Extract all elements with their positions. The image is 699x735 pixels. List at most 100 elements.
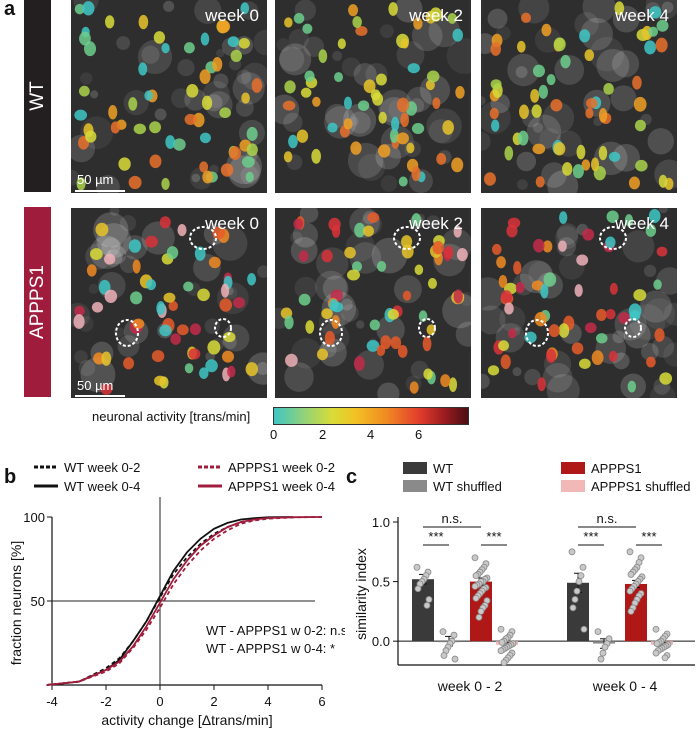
neuron-cell (285, 353, 298, 367)
significance-label: *** (641, 529, 656, 544)
neuron-cell (411, 123, 425, 134)
data-point (652, 649, 660, 657)
neuron-cell (646, 356, 656, 368)
neuron-cell (161, 43, 170, 54)
neuron-cell (95, 222, 109, 237)
neuron-cell (598, 107, 608, 123)
neuron-cell (406, 142, 415, 154)
neuron-cell (207, 340, 221, 355)
tissue-texture (74, 350, 88, 364)
neuron-cell (245, 171, 254, 183)
neuron-cell (159, 216, 171, 229)
neuron-cell (78, 85, 90, 97)
neuron-cell (298, 250, 309, 262)
y-axis-label: similarity index (353, 548, 369, 640)
tissue-texture (348, 111, 371, 134)
y-tick-label: 100 (23, 510, 45, 525)
neuron-cell (584, 49, 595, 62)
tissue-texture (546, 374, 580, 398)
tissue-texture (303, 36, 325, 57)
neuron-cell (159, 324, 172, 337)
significance-label: *** (428, 529, 443, 544)
neuron-cell (548, 324, 560, 338)
tissue-texture (90, 90, 99, 99)
neuron-cell (500, 354, 511, 370)
neuron-cell (572, 164, 584, 179)
neuron-cell (363, 79, 376, 94)
neuron-cell (251, 78, 263, 93)
legend-swatch (561, 462, 585, 474)
tissue-texture (163, 0, 175, 12)
tissue-texture (380, 24, 394, 39)
legend-label: APPPS1 (591, 461, 642, 476)
neuron-cell (402, 290, 412, 301)
x-tick-label: 0 (156, 694, 163, 709)
neuron-cell (436, 153, 447, 165)
tissue-texture (194, 0, 222, 24)
neuron-cell (318, 49, 328, 64)
neuron-cell (380, 335, 392, 350)
similarity-bar-chart: 0.0 0.5 1.0 similarity index week 0 - 2 week … (353, 461, 695, 694)
cdf-chart: -4 -2 0 2 4 6 50 100 activity change [Δtrans/min… (8, 460, 345, 728)
plaque-outline (624, 318, 642, 338)
tissue-texture (324, 103, 350, 128)
tissue-texture (291, 338, 322, 369)
data-point (573, 587, 581, 595)
neuron-cell (82, 1, 95, 16)
week-label: week 2 (409, 6, 463, 25)
tissue-texture (481, 277, 505, 311)
neuron-cell (241, 156, 255, 168)
tissue-texture (191, 173, 201, 183)
neuron-cell (453, 289, 463, 304)
tissue-texture (623, 321, 651, 349)
tissue-texture (612, 50, 640, 78)
tissue-texture (357, 153, 386, 181)
neuron-cell (414, 264, 424, 276)
tissue-texture (643, 264, 657, 277)
tissue-texture (661, 1, 674, 14)
neuron-cell (108, 105, 118, 120)
neuron-cell (199, 132, 211, 144)
neuron-cell (409, 381, 419, 394)
neuron-cell (337, 38, 346, 50)
neuron-cell (425, 79, 435, 91)
neuron-cell (389, 128, 399, 143)
neuron-cell (515, 282, 525, 294)
neuron-cell (377, 260, 387, 272)
neuron-cell (219, 298, 232, 312)
week-label: week 4 (615, 6, 669, 25)
neuron-cell (168, 300, 178, 312)
neuron-cell (452, 28, 464, 42)
data-point (627, 571, 635, 578)
bar (625, 583, 647, 642)
tissue-texture (643, 298, 676, 330)
tissue-texture (235, 98, 254, 117)
tissue-texture (649, 383, 676, 398)
neuron-cell (138, 14, 149, 30)
panel-c-label: c (346, 466, 358, 488)
tissue-texture (610, 85, 637, 112)
neuron-cell (378, 111, 387, 124)
significance-label: n.s. (597, 511, 618, 526)
data-point (477, 607, 485, 615)
scale-bar (75, 395, 125, 397)
tissue-texture (446, 38, 471, 75)
neuron-cell (516, 40, 526, 53)
neuron-cell (90, 248, 103, 260)
neuron-cell (321, 249, 333, 263)
neuron-cell (110, 121, 121, 134)
neuron-cell (649, 6, 662, 19)
neuron-cell (312, 96, 321, 107)
data-point (661, 654, 669, 662)
neuron-cell (298, 293, 311, 306)
data-point (652, 625, 660, 633)
neuron-cell (128, 97, 138, 111)
neuron-cell (491, 243, 502, 255)
neuron-cell (202, 170, 214, 184)
neuron-cell (440, 374, 451, 388)
tissue-texture (93, 212, 129, 248)
data-point (413, 563, 421, 571)
tissue-texture (542, 362, 573, 393)
data-point (569, 604, 577, 612)
week-label: week 0 (205, 6, 259, 25)
